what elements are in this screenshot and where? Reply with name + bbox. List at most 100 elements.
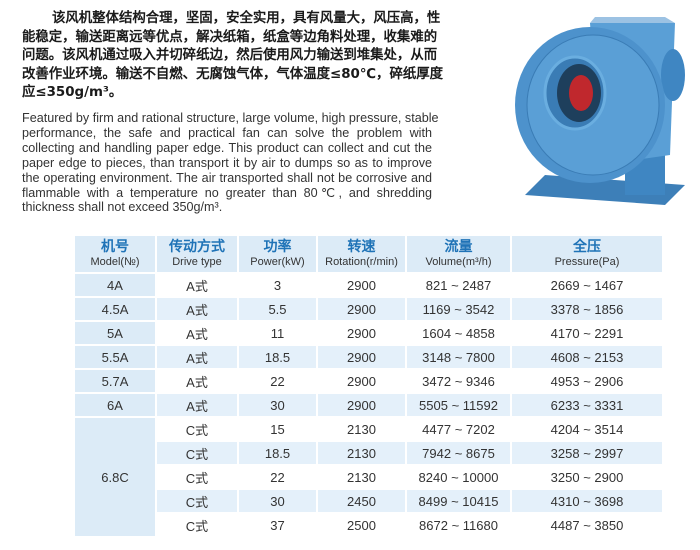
cell-volume: 1604 ~ 4858 [422, 325, 495, 341]
cell-drive: C式 [157, 442, 237, 464]
column-header: 功率 Power(kW) [239, 236, 316, 272]
table-row: 5.5A A式 18.5 2900 3148 ~ 7800 4608 ~ 2153 [75, 346, 662, 368]
cell-pressure: 4204 ~ 3514 [550, 421, 624, 437]
table-row: 6A A式 30 2900 5505 ~ 11592 6233 ~ 3331 [75, 394, 662, 416]
header-en: Rotation(r/min) [325, 256, 398, 268]
cell-model: 4.5A [75, 298, 155, 320]
cell-drive: A式 [186, 326, 208, 342]
cell-rotation: 2500 [347, 517, 376, 533]
intro-en-line: flammable with a temperature no greater … [22, 185, 432, 200]
cell-power: 5.5 [239, 298, 316, 320]
intro-en-line: thickness shall not exceed 350g/m³. [22, 200, 223, 215]
cell-power: 11 [270, 325, 285, 341]
cell-rotation: 2900 [347, 277, 376, 293]
cell-rotation: 2900 [318, 298, 405, 320]
cell-pressure: 2669 ~ 1467 [550, 277, 624, 293]
cell-drive: A式 [157, 346, 237, 368]
intro-zh-line: 应≤350g/m³。 [22, 85, 123, 101]
cell-volume: 5505 ~ 11592 [407, 394, 510, 416]
cell-volume: 8672 ~ 11680 [419, 517, 498, 533]
cell-drive: C式 [157, 490, 237, 512]
cell-pressure: 3250 ~ 2900 [550, 469, 624, 485]
header-en: Drive type [172, 256, 222, 268]
cell-volume: 8240 ~ 10000 [418, 469, 499, 485]
cell-volume: 4477 ~ 7202 [422, 421, 495, 437]
cell-rotation: 2130 [347, 469, 376, 485]
cell-pressure: 4170 ~ 2291 [550, 325, 624, 341]
header-zh: 全压 [573, 239, 601, 255]
header-zh: 功率 [263, 239, 292, 255]
cell-drive: C式 [185, 422, 209, 438]
cell-rotation: 2900 [347, 325, 376, 341]
cell-volume: 8499 ~ 10415 [407, 490, 510, 512]
header-zh: 传动方式 [169, 239, 225, 255]
intro-en-line: paper edge to pieces, than transport it … [22, 155, 432, 170]
cell-model: 6A [75, 394, 155, 416]
intro-chinese: 该风机整体结构合理，坚固，安全实用，具有风量大，风压高，性能稳定，输送距离远等优… [22, 10, 444, 103]
cell-power: 30 [239, 490, 316, 512]
cell-drive: A式 [186, 374, 208, 390]
cell-power: 3 [273, 277, 282, 293]
intro-zh-line: 改善作业环境。输送不自燃、无腐蚀气体，气体温度≤80℃，碎纸厚度 [22, 66, 444, 82]
table-row: C式 30 2450 8499 ~ 10415 4310 ~ 3698 [75, 490, 662, 512]
cell-pressure: 4953 ~ 2906 [550, 373, 624, 389]
centrifugal-fan-image [515, 17, 685, 205]
cell-model: 5.5A [75, 346, 155, 368]
cell-drive: A式 [157, 298, 237, 320]
cell-power: 30 [239, 394, 316, 416]
intro-zh-line: 问题。该风机通过吸入并切碎纸边，然后使用风力输送到堆集处，从而 [22, 48, 438, 64]
header-en: Power(kW) [250, 256, 305, 268]
intro-en-line: the operating environment. The air trans… [22, 170, 432, 185]
intro-english: Featured by firm and rational structure,… [22, 111, 439, 215]
cell-drive: A式 [157, 394, 237, 416]
cell-power: 15 [270, 421, 285, 437]
header-zh: 流量 [444, 239, 473, 255]
table-row: C式 22 2130 8240 ~ 10000 3250 ~ 2900 [75, 466, 662, 488]
header-zh: 转速 [347, 239, 376, 255]
cell-rotation: 2900 [318, 394, 405, 416]
cell-pressure: 6233 ~ 3331 [512, 394, 662, 416]
cell-pressure: 4310 ~ 3698 [512, 490, 662, 512]
cell-model: 6.8C [75, 418, 155, 536]
table-row: 4A A式 3 2900 821 ~ 2487 2669 ~ 1467 [75, 274, 662, 296]
intro-en-line: collecting and handling paper edge. This… [22, 140, 432, 155]
column-header: 转速 Rotation(r/min) [318, 236, 405, 272]
column-header: 全压 Pressure(Pa) [512, 236, 662, 272]
cell-drive: C式 [185, 470, 209, 486]
header-zh: 机号 [101, 239, 129, 255]
cell-pressure: 4487 ~ 3850 [550, 517, 624, 533]
cell-pressure: 4608 ~ 2153 [512, 346, 662, 368]
cell-rotation: 2900 [347, 373, 376, 389]
intro-en-line: performance, the safe and practical fan … [22, 125, 432, 140]
cell-volume: 7942 ~ 8675 [407, 442, 510, 464]
cell-volume: 821 ~ 2487 [425, 277, 492, 293]
cell-model: 4A [75, 274, 155, 296]
table-row: C式 37 2500 8672 ~ 11680 4487 ~ 3850 [75, 514, 662, 536]
intro-zh-line: 该风机整体结构合理，坚固，安全实用，具有风量大，风压高，性 [52, 11, 441, 26]
intro-zh-line: 能稳定，输送距离远等优点，解决纸箱，纸盒等边角料处理，收集难的 [22, 29, 438, 45]
cell-model: 5A [75, 322, 155, 344]
column-header: 流量 Volume(m³/h) [407, 236, 510, 272]
table-row: C式 18.5 2130 7942 ~ 8675 3258 ~ 2997 [75, 442, 662, 464]
cell-power: 22 [270, 469, 285, 485]
intro-en-line: Featured by firm and rational structure,… [22, 111, 439, 125]
cell-pressure: 3378 ~ 1856 [512, 298, 662, 320]
column-header: 传动方式 Drive type [157, 236, 237, 272]
cell-power: 37 [270, 517, 285, 533]
cell-drive: A式 [186, 278, 208, 294]
header-en: Volume(m³/h) [425, 256, 492, 268]
cell-power: 22 [270, 373, 285, 389]
column-header: 机号 Model(№) [75, 236, 155, 272]
cell-rotation: 2130 [347, 421, 376, 437]
table-row: 5.7A A式 22 2900 3472 ~ 9346 4953 ~ 2906 [75, 370, 662, 392]
header-en: Pressure(Pa) [554, 256, 620, 268]
cell-volume: 3148 ~ 7800 [407, 346, 510, 368]
cell-pressure: 3258 ~ 2997 [512, 442, 662, 464]
table-row: 6.8C C式 15 2130 4477 ~ 7202 4204 ~ 3514 [75, 418, 662, 536]
cell-rotation: 2130 [318, 442, 405, 464]
table-row: 4.5A A式 5.5 2900 1169 ~ 3542 3378 ~ 1856 [75, 298, 662, 320]
cell-volume: 1169 ~ 3542 [407, 298, 510, 320]
header-en: Model(№) [90, 256, 140, 268]
cell-model: 5.7A [75, 370, 155, 392]
cell-volume: 3472 ~ 9346 [422, 373, 495, 389]
